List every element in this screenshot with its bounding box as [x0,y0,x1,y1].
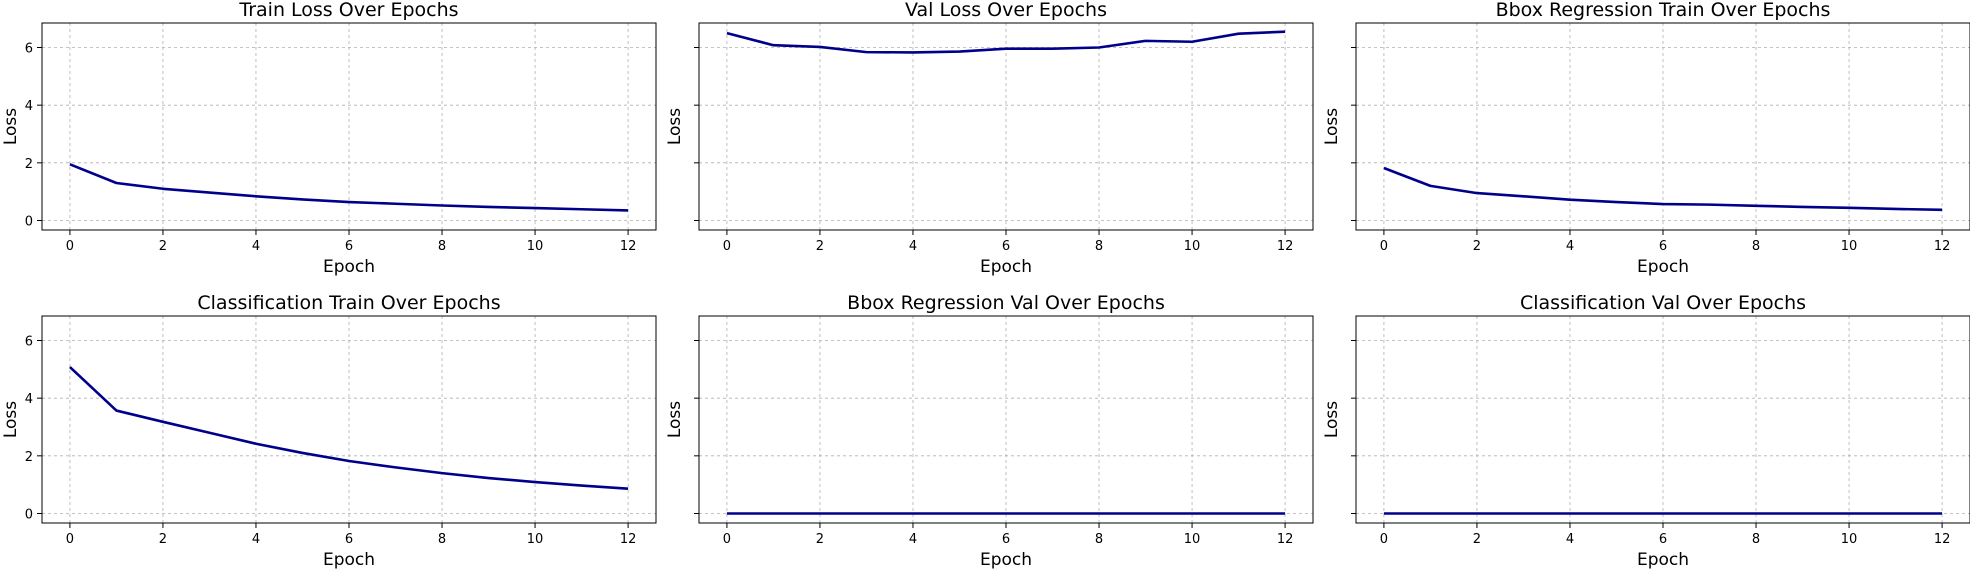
x-axis-label: Epoch [980,257,1032,277]
x-tick-label: 8 [1095,532,1103,547]
x-tick-label: 6 [345,532,353,547]
x-tick-label: 2 [816,532,824,547]
x-tick-label: 10 [1184,532,1201,547]
x-tick-label: 6 [1002,239,1010,254]
x-tick-label: 10 [527,239,544,254]
x-axis-label: Epoch [980,550,1032,570]
x-tick-label: 10 [1184,239,1201,254]
x-tick-label: 6 [1659,239,1667,254]
x-tick-label: 12 [620,532,637,547]
x-tick-label: 8 [1095,239,1103,254]
x-tick-label: 0 [66,532,74,547]
x-tick-label: 4 [909,532,917,547]
x-tick-label: 8 [438,532,446,547]
x-tick-label: 6 [1659,532,1667,547]
subplot-4: 0 2 4 6 8 10 12 0 2 4 6 Classification Train Over E… [1,292,657,570]
x-tick-label: 2 [1473,239,1481,254]
series-line [726,30,1286,54]
x-tick-label: 10 [1841,239,1858,254]
x-tick-label: 4 [252,239,260,254]
x-tick-label: 2 [159,239,167,254]
x-axis-label: Epoch [323,550,375,570]
x-tick-label: 8 [1752,239,1760,254]
y-tick-label: 4 [25,392,33,407]
y-tick-label: 0 [25,214,33,229]
y-tick-label: 4 [25,99,33,114]
x-tick-label: 12 [1934,532,1951,547]
x-tick-label: 4 [1566,239,1574,254]
subplot-title: Bbox Regression Train Over Epochs [1496,0,1831,21]
subplot-1: 0 2 4 6 8 10 12 0 2 4 6 Train Loss Over Epochs Epoch… [1,0,657,277]
x-tick-label: 6 [1002,532,1010,547]
x-axis-label: Epoch [1637,550,1689,570]
series-line [1383,166,1943,212]
x-tick-label: 4 [1566,532,1574,547]
x-tick-label: 8 [1752,532,1760,547]
y-axis-label: Loss [1,108,21,145]
subplot-3: 0 2 4 6 8 10 12 Bbox Regression Train Over Epoc… [1322,0,1970,277]
y-axis-label: Loss [665,401,685,438]
y-axis-label: Loss [1322,401,1342,438]
series-line [69,163,629,212]
x-tick-label: 12 [1277,239,1294,254]
y-tick-label: 2 [25,157,33,172]
series-line [69,366,629,490]
x-tick-label: 10 [527,532,544,547]
subplot-title: Classification Val Over Epochs [1520,292,1806,314]
subplot-2: 0 2 4 6 8 10 12 Val Loss Over Epochs Epoch Loss [665,0,1314,277]
x-tick-label: 0 [723,239,731,254]
y-axis-label: Loss [1322,108,1342,145]
x-tick-label: 4 [909,239,917,254]
x-tick-label: 0 [1380,239,1388,254]
y-axis-label: Loss [665,108,685,145]
y-tick-label: 2 [25,450,33,465]
x-tick-label: 2 [1473,532,1481,547]
subplot-5: 0 2 4 6 8 10 12 Bbox Regression Val Over Epochs… [665,292,1314,570]
subplot-title: Val Loss Over Epochs [905,0,1107,21]
y-tick-label: 0 [25,507,33,522]
x-tick-label: 2 [816,239,824,254]
x-tick-label: 8 [438,239,446,254]
x-tick-label: 0 [723,532,731,547]
x-tick-label: 12 [620,239,637,254]
x-tick-label: 12 [1934,239,1951,254]
subplot-6: 0 2 4 6 8 10 12 Classification Val Over Epochs E… [1322,292,1970,570]
x-tick-label: 6 [345,239,353,254]
y-tick-label: 6 [25,335,33,350]
y-axis-label: Loss [1,401,21,438]
y-tick-label: 6 [25,42,33,57]
x-tick-label: 12 [1277,532,1294,547]
x-tick-label: 4 [252,532,260,547]
subplot-title: Bbox Regression Val Over Epochs [847,292,1165,314]
x-axis-label: Epoch [1637,257,1689,277]
x-axis-label: Epoch [323,257,375,277]
x-tick-label: 2 [159,532,167,547]
subplot-title: Train Loss Over Epochs [238,0,458,21]
x-tick-label: 0 [1380,532,1388,547]
x-tick-label: 10 [1841,532,1858,547]
subplot-title: Classification Train Over Epochs [197,292,500,314]
x-tick-label: 0 [66,239,74,254]
